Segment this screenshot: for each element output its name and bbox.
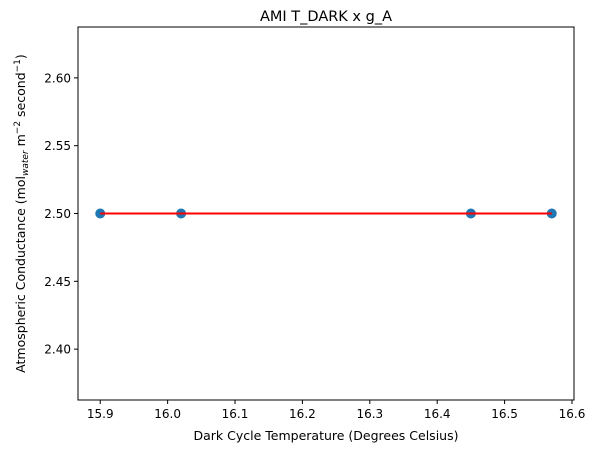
chart-title: AMI T_DARK x g_A	[260, 9, 392, 25]
y-axis-label-subscript: water	[21, 149, 31, 176]
x-tick-label: 16.6	[559, 407, 586, 421]
y-tick-label: 2.55	[44, 139, 71, 153]
y-tick-label: 2.50	[44, 207, 71, 221]
x-tick-label: 16.5	[491, 407, 518, 421]
x-tick-label: 15.9	[87, 407, 114, 421]
x-tick-label: 16.4	[424, 407, 451, 421]
x-tick-label: 16.0	[154, 407, 181, 421]
x-tick-label: 16.1	[222, 407, 249, 421]
y-axis-label-mid-2: second	[13, 72, 28, 121]
y-axis-label-end: )	[13, 54, 28, 59]
y-axis-label-superscript-2: −1	[13, 59, 23, 72]
y-axis-label-mid: m	[13, 134, 28, 150]
y-axis-label-main: Atmospheric Conductance (mol	[13, 176, 28, 373]
y-axis-label-superscript-1: −2	[13, 121, 23, 134]
y-tick-label: 2.45	[44, 275, 71, 289]
x-tick-label: 16.3	[356, 407, 383, 421]
y-tick-label: 2.60	[44, 71, 71, 85]
x-axis-label: Dark Cycle Temperature (Degrees Celsius)	[194, 428, 459, 443]
x-tick-label: 16.2	[289, 407, 316, 421]
y-tick-label: 2.40	[44, 343, 71, 357]
